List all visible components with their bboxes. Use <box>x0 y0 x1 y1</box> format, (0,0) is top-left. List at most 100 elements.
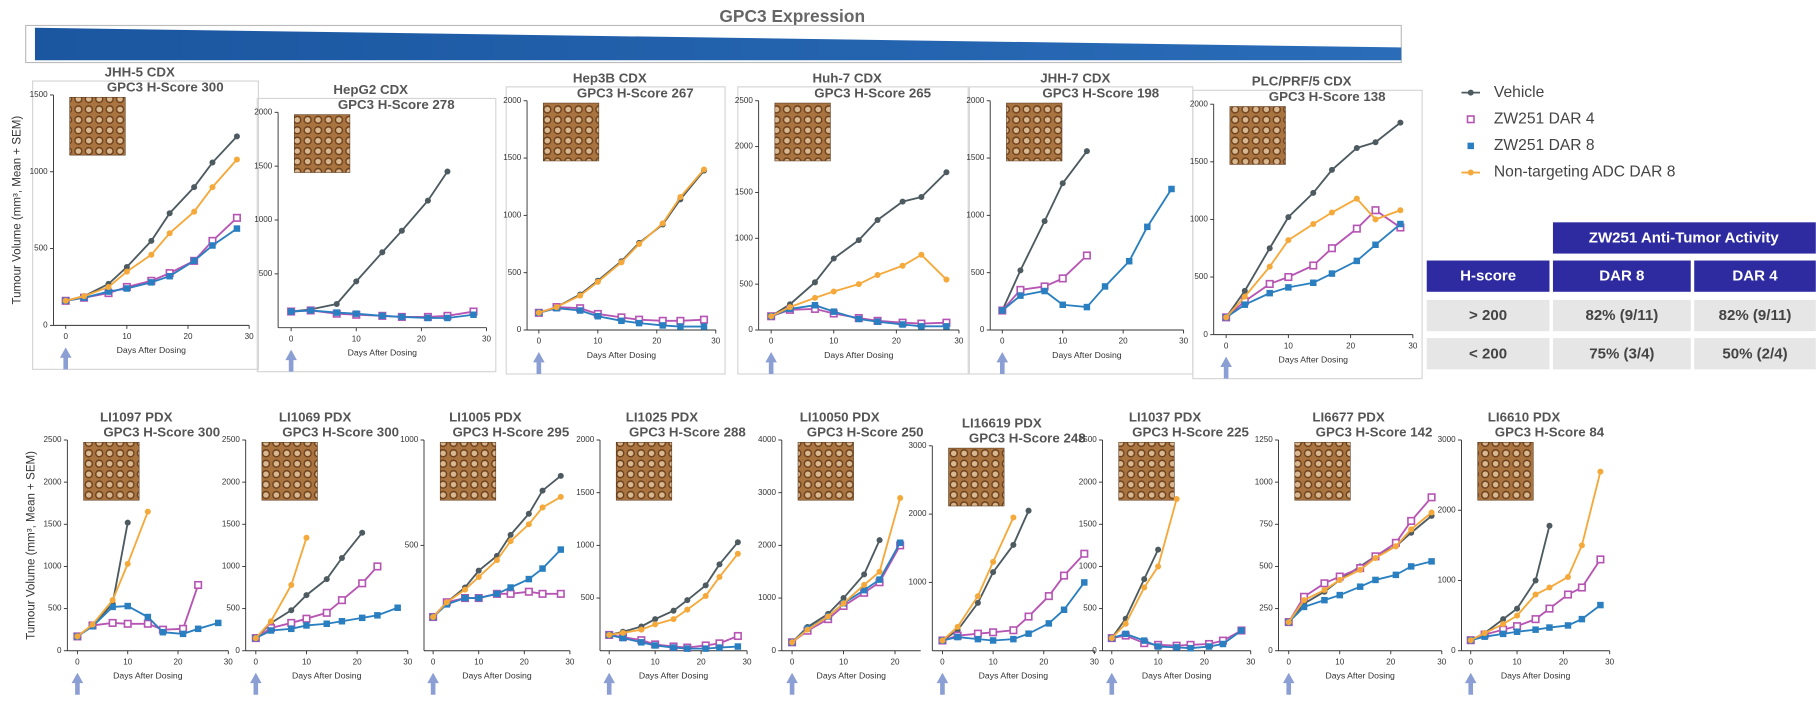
series-line <box>256 538 307 638</box>
chart-panel: LI1005 PDXGPC3 H-Score 29550010000102030… <box>400 410 575 695</box>
x-tick-label: 20 <box>520 657 530 666</box>
y-tick-label: 2000 <box>735 142 754 151</box>
x-axis-label: Days After Dosing <box>824 350 894 360</box>
data-point <box>333 309 339 315</box>
data-point <box>1397 120 1403 126</box>
data-point <box>526 511 532 517</box>
data-point <box>975 636 981 642</box>
chart-title: Huh-7 CDX <box>812 70 882 85</box>
data-point <box>191 209 197 215</box>
data-point <box>109 604 115 610</box>
y-tick-label: 1500 <box>1190 157 1209 166</box>
x-tick-label: 0 <box>940 657 945 666</box>
data-point <box>1310 190 1316 196</box>
figure: GPC3 Expression JHH-5 CDXGPC3 H-Score 30… <box>0 0 1816 704</box>
data-point <box>874 319 880 325</box>
data-point <box>861 571 867 577</box>
data-point <box>167 210 173 216</box>
data-point <box>180 631 186 637</box>
data-point <box>1046 620 1052 626</box>
data-point <box>145 621 151 627</box>
data-point <box>1579 584 1585 590</box>
data-point <box>526 576 532 582</box>
y-tick-label: 1000 <box>1079 562 1098 571</box>
data-point <box>1354 145 1360 151</box>
y-tick-label: 0 <box>43 321 48 330</box>
data-point <box>877 569 883 575</box>
data-point <box>1061 607 1067 613</box>
data-point <box>1173 644 1179 650</box>
x-tick-label: 20 <box>183 332 193 341</box>
x-tick-label: 30 <box>1408 341 1418 350</box>
x-axis-label: Days After Dosing <box>1325 671 1395 681</box>
x-axis-label: Days After Dosing <box>587 350 657 360</box>
data-point <box>539 591 545 597</box>
data-point <box>124 621 130 627</box>
data-point <box>1081 579 1087 585</box>
chart-title: LI1069 PDX <box>279 410 352 425</box>
legend-marker <box>1468 170 1474 176</box>
data-point <box>1397 207 1403 213</box>
chart-subtitle: GPC3 H-Score 250 <box>807 425 924 440</box>
data-point <box>288 308 294 314</box>
data-point <box>124 269 130 275</box>
y-tick-label: 1500 <box>222 519 241 528</box>
panel-frame <box>738 87 968 374</box>
y-tick-label: 1500 <box>735 188 754 197</box>
data-point <box>1372 139 1378 145</box>
y-tick-label: 500 <box>34 244 48 253</box>
data-point <box>1041 288 1047 294</box>
chart-subtitle: GPC3 H-Score 138 <box>1269 89 1386 104</box>
data-point <box>1126 258 1132 264</box>
data-point <box>703 582 709 588</box>
y-tick-label: 3000 <box>1438 435 1457 444</box>
data-point <box>558 494 564 500</box>
data-point <box>595 279 601 285</box>
x-tick-label: 20 <box>1346 341 1356 350</box>
y-tick-label: 2500 <box>1079 435 1098 444</box>
series-line <box>77 512 147 637</box>
y-axis-label: Tumour Volume (mm³, Mean + SEM) <box>12 116 24 305</box>
data-point <box>554 304 560 310</box>
table-cell: 82% (9/11) <box>1719 307 1792 324</box>
x-tick-label: 20 <box>1200 657 1210 666</box>
chart-subtitle: GPC3 H-Score 248 <box>969 430 1086 445</box>
data-point <box>209 160 215 166</box>
data-point <box>494 557 500 563</box>
x-tick-label: 30 <box>1246 657 1256 666</box>
x-axis-label: Days After Dosing <box>979 671 1049 681</box>
x-tick-label: 30 <box>403 657 413 666</box>
y-tick-label: 500 <box>581 593 595 602</box>
x-tick-label: 10 <box>839 657 849 666</box>
data-point <box>234 133 240 139</box>
data-point <box>1408 518 1414 524</box>
legend-marker <box>1468 90 1474 96</box>
data-point <box>1329 167 1335 173</box>
data-point <box>618 259 624 265</box>
data-point <box>110 597 116 603</box>
chart-title: JHH-7 CDX <box>1040 70 1110 85</box>
y-tick-label: 0 <box>1268 646 1273 655</box>
data-point <box>918 194 924 200</box>
data-point <box>1155 563 1161 569</box>
data-point <box>1141 585 1147 591</box>
data-point <box>999 307 1005 313</box>
data-point <box>577 307 583 313</box>
data-point <box>671 608 677 614</box>
data-point <box>1372 242 1378 248</box>
data-point <box>1174 496 1180 502</box>
y-tick-label: 500 <box>48 604 62 613</box>
data-point <box>475 595 481 601</box>
data-point <box>943 169 949 175</box>
data-point <box>1310 280 1316 286</box>
x-tick-label: 20 <box>890 657 900 666</box>
data-point <box>1242 301 1248 307</box>
data-point <box>105 284 111 290</box>
chart-title: LI1037 PDX <box>1129 410 1202 425</box>
data-point <box>670 644 676 650</box>
chart-title: HepG2 CDX <box>333 82 408 97</box>
data-point <box>81 293 87 299</box>
y-tick-label: 0 <box>1451 646 1456 655</box>
x-tick-label: 20 <box>652 337 662 346</box>
data-point <box>1354 225 1360 231</box>
